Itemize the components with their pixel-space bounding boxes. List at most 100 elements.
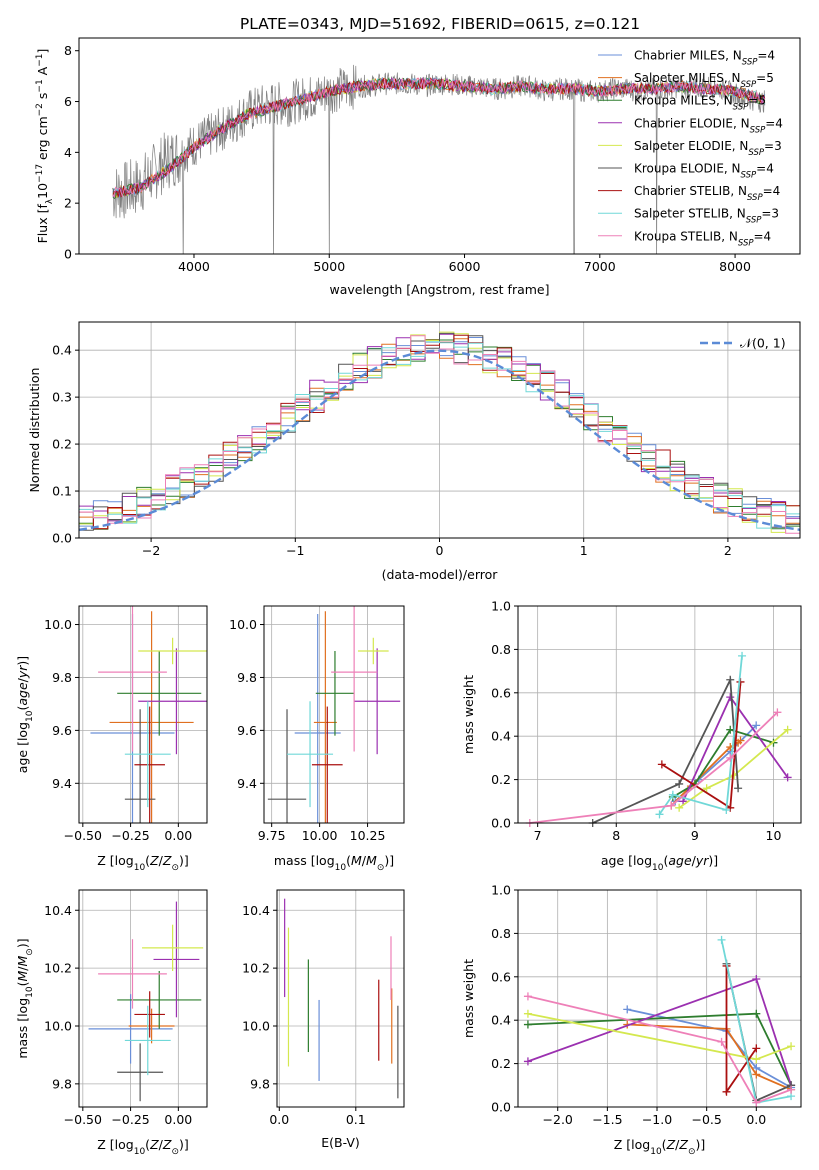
y-tick-label: 10.0 [229,617,257,632]
weight-marker [722,1087,731,1096]
weight-marker [667,801,676,810]
errorbar-point [117,971,202,1029]
errorbar-point [142,924,204,972]
weight-marker [675,779,684,788]
plot-area [112,64,766,254]
x-tick-label: 4000 [178,259,210,274]
y-tick-label: 10.0 [242,1018,270,1033]
x-tick-label: −1.5 [592,1112,622,1127]
errorbar-point [354,648,401,755]
errorbar-point [331,606,378,752]
x-tick-label: 8000 [719,259,751,274]
errorbar-point [98,606,167,752]
spectrum-model-line [112,77,766,199]
legend-entry: Salpeter ELODIE, NSSP=3 [634,139,782,158]
axes-mass-weight-vs-age: 7 8 9 10 0.0 0.2 0.4 0.6 0.8 1.0 age [log10(age/yr… [461,599,802,873]
legend-entry: Chabrier MILES, NSSP=4 [634,49,775,68]
y-tick-label: 0.0 [491,816,511,831]
y-tick-label: 0.4 [491,1013,511,1028]
weight-marker [717,1037,726,1046]
y-tick-label: 8 [64,43,72,58]
y-tick-label: 4 [64,145,72,160]
weight-series [655,651,747,819]
errorbar-point [138,637,207,665]
weight-marker [668,790,677,799]
normal-curve-line [79,349,800,531]
weight-marker [787,1085,796,1094]
errorbar-point [117,650,202,736]
weight-marker [675,803,684,812]
y-axis-label: age [log10(age/yr)] [15,656,35,773]
axes-frame [78,37,801,255]
y-tick-label: 10.4 [242,903,270,918]
weight-marker [523,1057,532,1066]
weight-marker [726,725,735,734]
weight-marker [657,760,666,769]
errorbar-point [124,1005,171,1076]
errorbar-point [88,994,173,1064]
x-tick-label: 0.1 [346,1112,366,1127]
x-tick-label: −0.50 [64,1112,102,1127]
histogram-step-line [79,332,800,531]
x-tick-label: 10 [766,828,782,843]
errorbar-point [313,611,337,823]
x-tick-label: 2 [724,543,732,558]
weight-marker [722,805,731,814]
legend-entry: Kroupa MILES, NSSP=5 [634,94,766,113]
weight-line [627,1008,792,1089]
y-tick-label: 10.0 [44,1018,72,1033]
weight-marker [523,1009,532,1018]
weight-series [675,725,792,812]
y-tick-label: 9.8 [52,670,72,685]
x-tick-label: −0.25 [111,1112,149,1127]
y-tick-label: 9.8 [52,1076,72,1091]
x-tick-label: 1 [580,543,588,558]
axes-frame [78,605,208,824]
errorbar-point [98,939,167,1009]
errorbar-point [134,991,165,1038]
errorbar-point [124,709,156,823]
x-axis-label: (data-model)/error [382,567,499,582]
y-tick-label: 0.8 [491,926,511,941]
y-tick-label: 2 [64,196,72,211]
x-tick-label: −0.50 [64,828,102,843]
weight-series [523,992,796,1107]
x-axis-label: E(B-V) [321,1135,360,1150]
y-tick-label: 9.6 [52,723,72,738]
y-tick-label: 0.6 [491,685,511,700]
x-tick-label: 0.00 [164,828,192,843]
weight-marker [773,708,782,717]
y-tick-label: 0.2 [52,437,72,452]
y-tick-label: 0.3 [52,390,72,405]
weight-line [529,711,779,824]
weight-marker [752,1055,761,1064]
axes-frame [276,889,405,1108]
axes-mass-vs-E-B-V-: 0.0 0.1 9.8 10.0 10.2 10.4 [242,889,405,1127]
weight-marker [702,784,711,793]
legend-entry: Kroupa STELIB, NSSP=4 [634,229,771,248]
y-tick-label: 10.2 [44,961,72,976]
axes-frame [78,889,208,1108]
figure-title: PLATE=0343, MJD=51692, FIBERID=0615, z=0… [240,15,640,33]
y-tick-label: 0.0 [491,1100,511,1115]
y-tick-label: 0.8 [491,642,511,657]
histogram-step-line [79,341,800,529]
y-tick-label: 10.0 [44,617,72,632]
weight-marker [523,1020,532,1029]
x-tick-label: 9 [691,828,699,843]
plot-area [267,606,401,823]
y-tick-label: 1.0 [491,883,511,898]
axes-frame [517,605,802,824]
x-tick-label: 9.75 [258,828,286,843]
y-tick-label: 0.1 [52,484,72,499]
plot-area [284,898,399,1099]
x-tick-label: −2 [142,543,160,558]
weight-line [527,1012,792,1086]
errorbar-point [294,613,341,823]
axes-frame [517,889,802,1108]
x-tick-label: −2.0 [543,1112,573,1127]
x-tick-label: 7000 [584,259,616,274]
legend-entry: 𝒩(0, 1) [740,336,786,351]
weight-series [657,677,745,812]
